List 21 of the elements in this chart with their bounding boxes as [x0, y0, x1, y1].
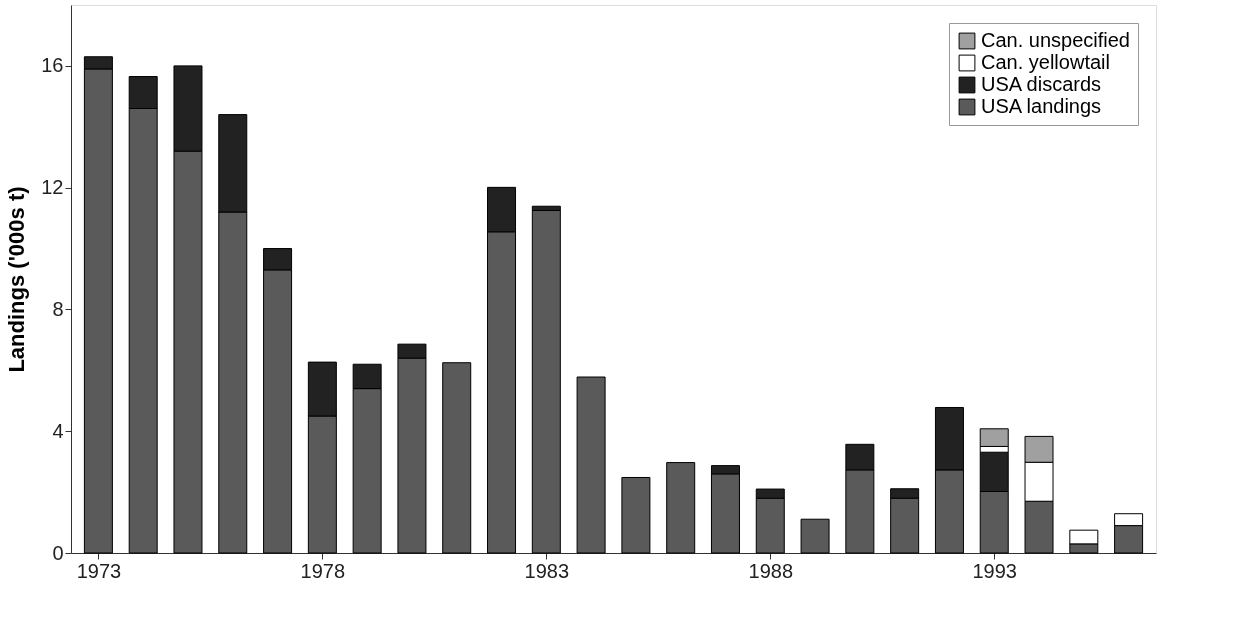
y-axis-title: Landings ('000s t): [4, 186, 30, 373]
y-tick-label: 0: [52, 541, 64, 564]
x-tick-label: 1983: [524, 559, 570, 582]
legend-label: USA landings: [981, 95, 1102, 117]
legend-label: Can. yellowtail: [981, 51, 1110, 73]
bar: [531, 210, 561, 554]
y-tick-label: 8: [52, 297, 64, 320]
bar: [576, 376, 606, 554]
x-tick-label: 1993: [972, 559, 1017, 582]
legend-label: Can. unspecified: [981, 29, 1130, 51]
bar: [621, 477, 651, 554]
y-tick-label: 4: [52, 419, 64, 442]
legend-label: USA discards: [981, 73, 1102, 95]
bar: [800, 518, 830, 554]
x-tick-label: 1988: [748, 559, 794, 582]
x-tick-label: 1973: [76, 559, 122, 582]
bar: [666, 462, 696, 554]
y-tick-label: 12: [41, 176, 64, 199]
x-tick-label: 1978: [300, 559, 346, 582]
bar: [442, 362, 472, 554]
y-tick-label: 16: [41, 54, 64, 77]
